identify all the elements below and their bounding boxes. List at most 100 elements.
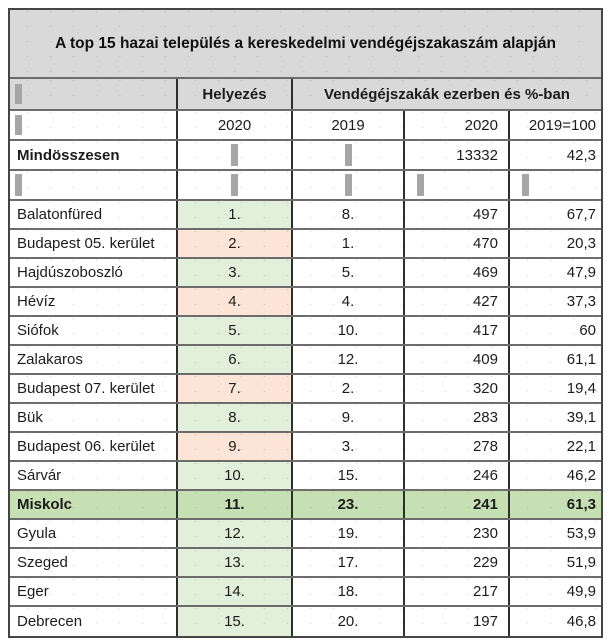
nights-2020-cell: 197 — [405, 607, 510, 636]
rank-2020-cell: 10. — [178, 462, 293, 489]
blank-cell — [178, 171, 293, 199]
index-cell: 47,9 — [510, 259, 601, 286]
index-cell: 61,1 — [510, 346, 601, 373]
rank-2019-cell: 12. — [293, 346, 405, 373]
total-rank-2019-cell — [293, 141, 405, 169]
settlement-name: Miskolc — [10, 491, 178, 518]
blank-cell — [405, 171, 510, 199]
settlement-name: Budapest 07. kerület — [10, 375, 178, 402]
gray-marker-icon — [231, 174, 238, 196]
settlement-name: Budapest 06. kerület — [10, 433, 178, 460]
header-rank-2020: 2020 — [178, 111, 293, 139]
nights-2020-cell: 417 — [405, 317, 510, 344]
settlement-name: Budapest 05. kerület — [10, 230, 178, 257]
nights-2020-cell: 427 — [405, 288, 510, 315]
rank-2020-cell: 14. — [178, 578, 293, 605]
header-index-2019-100: 2019=100 — [510, 111, 601, 139]
top15-settlements-table: A top 15 hazai település a kereskedelmi … — [8, 8, 603, 638]
index-cell: 51,9 — [510, 549, 601, 576]
settlement-name: Debrecen — [10, 607, 178, 636]
table-row: Szeged 13. 17. 229 51,9 — [10, 549, 601, 578]
rank-2020-cell: 8. — [178, 404, 293, 431]
index-cell: 61,3 — [510, 491, 601, 518]
blank-cell — [10, 171, 178, 199]
rank-2019-cell: 2. — [293, 375, 405, 402]
nights-2020-cell: 469 — [405, 259, 510, 286]
nights-2020-cell: 497 — [405, 201, 510, 228]
nights-2020-cell: 230 — [405, 520, 510, 547]
rank-2020-cell: 7. — [178, 375, 293, 402]
rank-2020-cell: 15. — [178, 607, 293, 636]
table-title: A top 15 hazai település a kereskedelmi … — [10, 10, 601, 77]
rank-2020-cell: 4. — [178, 288, 293, 315]
header-year-row: 2020 2019 2020 2019=100 — [10, 111, 601, 141]
table-row: Budapest 05. kerület 2. 1. 470 20,3 — [10, 230, 601, 259]
nights-2020-cell: 241 — [405, 491, 510, 518]
table-row: Budapest 06. kerület 9. 3. 278 22,1 — [10, 433, 601, 462]
nights-2020-cell: 470 — [405, 230, 510, 257]
settlement-name: Hévíz — [10, 288, 178, 315]
rank-2019-cell: 10. — [293, 317, 405, 344]
nights-2020-cell: 278 — [405, 433, 510, 460]
index-cell: 37,3 — [510, 288, 601, 315]
rank-2019-cell: 1. — [293, 230, 405, 257]
rank-2020-cell: 3. — [178, 259, 293, 286]
rank-2019-cell: 8. — [293, 201, 405, 228]
index-cell: 53,9 — [510, 520, 601, 547]
nights-2020-cell: 283 — [405, 404, 510, 431]
settlement-name: Eger — [10, 578, 178, 605]
nights-2020-cell: 320 — [405, 375, 510, 402]
total-label: Mindösszesen — [10, 141, 178, 169]
table-row: Eger 14. 18. 217 49,9 — [10, 578, 601, 607]
header-group-row: Helyezés Vendégéjszakák ezerben és %-ban — [10, 79, 601, 111]
table-row: Siófok 5. 10. 417 60 — [10, 317, 601, 346]
index-cell: 19,4 — [510, 375, 601, 402]
rank-2020-cell: 5. — [178, 317, 293, 344]
rank-2020-cell: 9. — [178, 433, 293, 460]
rank-2020-cell: 11. — [178, 491, 293, 518]
table-row: Gyula 12. 19. 230 53,9 — [10, 520, 601, 549]
table-row: Balatonfüred 1. 8. 497 67,7 — [10, 201, 601, 230]
rank-2019-cell: 9. — [293, 404, 405, 431]
settlement-name: Szeged — [10, 549, 178, 576]
table-row: Debrecen 15. 20. 197 46,8 — [10, 607, 601, 636]
index-cell: 22,1 — [510, 433, 601, 460]
header-empty-cell — [10, 111, 178, 139]
separator-row — [10, 171, 601, 201]
gray-marker-icon — [417, 174, 424, 196]
settlement-name: Sárvár — [10, 462, 178, 489]
total-nights-2020: 13332 — [405, 141, 510, 169]
total-row: Mindösszesen 13332 42,3 — [10, 141, 601, 171]
total-rank-2020-cell — [178, 141, 293, 169]
gray-marker-icon — [344, 174, 352, 196]
nights-2020-cell: 246 — [405, 462, 510, 489]
rank-2019-cell: 20. — [293, 607, 405, 636]
gray-marker-icon — [15, 115, 22, 135]
header-vendegejszakak: Vendégéjszakák ezerben és %-ban — [293, 79, 601, 109]
rank-2019-cell: 15. — [293, 462, 405, 489]
rank-2020-cell: 12. — [178, 520, 293, 547]
nights-2020-cell: 409 — [405, 346, 510, 373]
index-cell: 67,7 — [510, 201, 601, 228]
gray-marker-icon — [15, 84, 22, 104]
table-row: Hajdúszoboszló 3. 5. 469 47,9 — [10, 259, 601, 288]
table-row: Hévíz 4. 4. 427 37,3 — [10, 288, 601, 317]
table-row: Bük 8. 9. 283 39,1 — [10, 404, 601, 433]
rank-2019-cell: 19. — [293, 520, 405, 547]
header-helyezes: Helyezés — [178, 79, 293, 109]
table-row: Budapest 07. kerület 7. 2. 320 19,4 — [10, 375, 601, 404]
rank-2019-cell: 3. — [293, 433, 405, 460]
rank-2020-cell: 13. — [178, 549, 293, 576]
index-cell: 20,3 — [510, 230, 601, 257]
rank-2019-cell: 23. — [293, 491, 405, 518]
rank-2019-cell: 4. — [293, 288, 405, 315]
settlement-name: Hajdúszoboszló — [10, 259, 178, 286]
settlement-name: Balatonfüred — [10, 201, 178, 228]
header-rank-2019: 2019 — [293, 111, 405, 139]
rank-2020-cell: 2. — [178, 230, 293, 257]
table-row: Zalakaros 6. 12. 409 61,1 — [10, 346, 601, 375]
blank-cell — [510, 171, 601, 199]
total-index: 42,3 — [510, 141, 601, 169]
index-cell: 46,8 — [510, 607, 601, 636]
